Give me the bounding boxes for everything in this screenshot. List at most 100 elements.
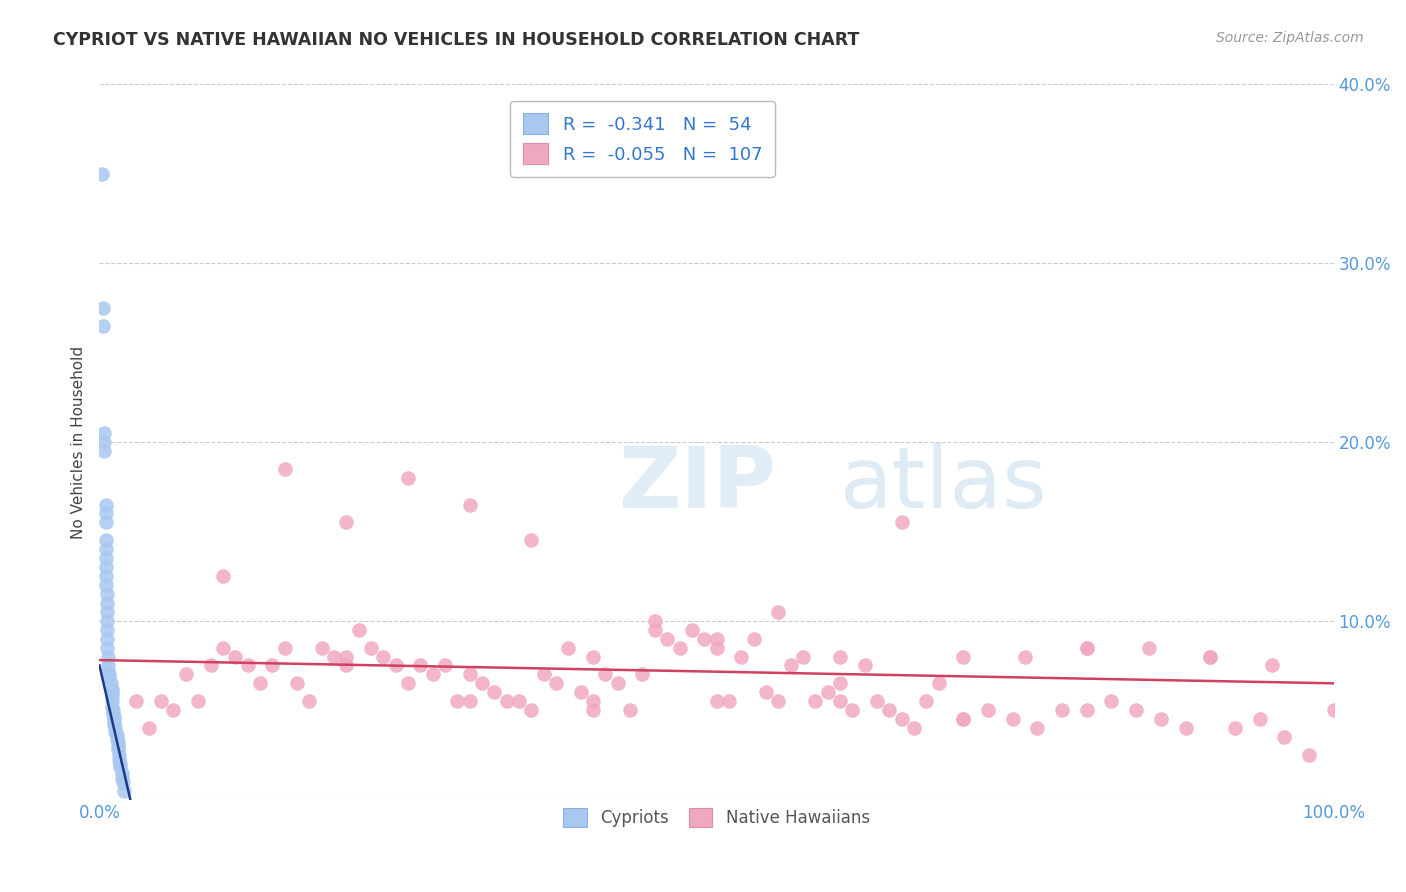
Point xyxy=(768,694,790,708)
Point xyxy=(422,667,444,681)
Point xyxy=(94,578,117,592)
Point xyxy=(606,676,628,690)
Point xyxy=(471,676,494,690)
Point xyxy=(1249,712,1271,726)
Point xyxy=(262,658,284,673)
Point xyxy=(236,658,259,673)
Point xyxy=(1101,694,1123,708)
Point xyxy=(107,735,129,749)
Point xyxy=(792,649,814,664)
Point xyxy=(93,444,115,458)
Point xyxy=(582,703,605,717)
Point xyxy=(94,542,117,557)
Point xyxy=(100,689,122,703)
Y-axis label: No Vehicles in Household: No Vehicles in Household xyxy=(72,345,86,539)
Point xyxy=(384,658,406,673)
Point xyxy=(96,640,118,655)
Text: ZIP: ZIP xyxy=(617,443,776,526)
Point xyxy=(97,664,120,678)
Point xyxy=(458,498,481,512)
Point xyxy=(94,560,117,574)
Point xyxy=(619,703,641,717)
Point xyxy=(94,507,117,521)
Point xyxy=(866,694,889,708)
Point xyxy=(595,667,617,681)
Point xyxy=(107,742,129,756)
Point xyxy=(105,728,128,742)
Point xyxy=(657,632,679,646)
Point xyxy=(1076,640,1098,655)
Point xyxy=(103,715,125,730)
Point xyxy=(94,533,117,548)
Point xyxy=(1261,658,1284,673)
Point xyxy=(110,760,132,774)
Point xyxy=(101,703,124,717)
Text: Source: ZipAtlas.com: Source: ZipAtlas.com xyxy=(1216,31,1364,45)
Point xyxy=(1076,640,1098,655)
Point xyxy=(520,703,543,717)
Point xyxy=(804,694,827,708)
Point xyxy=(174,667,197,681)
Point xyxy=(915,694,938,708)
Point xyxy=(890,516,912,530)
Point xyxy=(96,614,118,628)
Point xyxy=(212,569,235,583)
Point xyxy=(103,717,125,731)
Point xyxy=(311,640,333,655)
Point xyxy=(952,712,974,726)
Point xyxy=(446,694,468,708)
Point xyxy=(93,434,115,449)
Point xyxy=(495,694,517,708)
Point xyxy=(100,676,122,690)
Point xyxy=(434,658,457,673)
Point xyxy=(1174,721,1197,735)
Point xyxy=(681,623,703,637)
Point xyxy=(841,703,863,717)
Point xyxy=(853,658,876,673)
Text: CYPRIOT VS NATIVE HAWAIIAN NO VEHICLES IN HOUSEHOLD CORRELATION CHART: CYPRIOT VS NATIVE HAWAIIAN NO VEHICLES I… xyxy=(53,31,860,49)
Point xyxy=(520,533,543,548)
Point xyxy=(1272,730,1295,744)
Point xyxy=(285,676,308,690)
Point xyxy=(107,739,129,753)
Point xyxy=(458,694,481,708)
Point xyxy=(1199,649,1222,664)
Point xyxy=(557,640,579,655)
Point xyxy=(273,462,295,476)
Point xyxy=(104,724,127,739)
Legend: Cypriots, Native Hawaiians: Cypriots, Native Hawaiians xyxy=(557,802,876,834)
Point xyxy=(91,318,114,333)
Point xyxy=(1125,703,1147,717)
Point xyxy=(111,774,134,789)
Point xyxy=(582,649,605,664)
Point xyxy=(546,676,568,690)
Point xyxy=(903,721,925,735)
Point xyxy=(94,516,117,530)
Point xyxy=(828,694,851,708)
Point xyxy=(396,471,419,485)
Point xyxy=(125,694,148,708)
Point xyxy=(1298,747,1320,762)
Point xyxy=(1001,712,1024,726)
Point xyxy=(93,425,115,440)
Point xyxy=(569,685,592,699)
Point xyxy=(91,301,114,315)
Point xyxy=(335,516,357,530)
Point xyxy=(103,710,125,724)
Point xyxy=(1199,649,1222,664)
Point xyxy=(582,694,605,708)
Point xyxy=(150,694,173,708)
Point xyxy=(112,783,135,797)
Point xyxy=(952,649,974,664)
Point xyxy=(347,623,370,637)
Point xyxy=(94,498,117,512)
Point xyxy=(100,694,122,708)
Point xyxy=(1137,640,1160,655)
Point xyxy=(100,681,122,696)
Point xyxy=(108,753,131,767)
Point xyxy=(644,623,666,637)
Point xyxy=(755,685,778,699)
Point xyxy=(730,649,752,664)
Point xyxy=(187,694,209,708)
Point xyxy=(396,676,419,690)
